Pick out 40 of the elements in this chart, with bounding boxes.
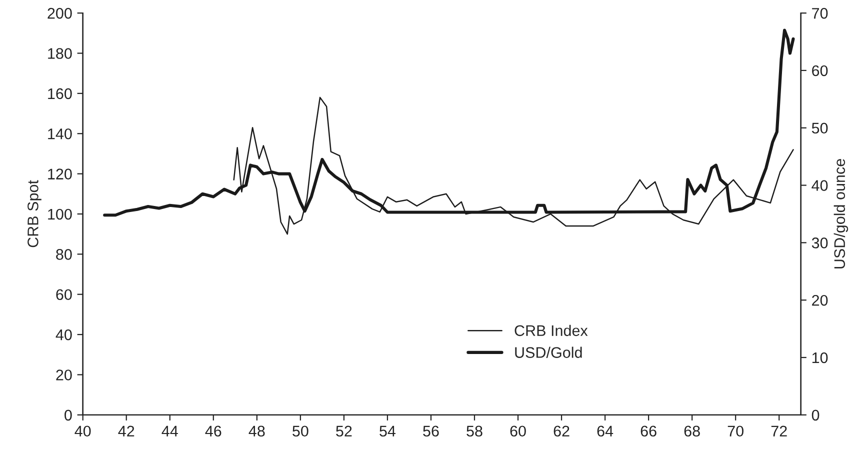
y2-tick-label: 70 — [812, 8, 828, 19]
x-tick-label: 54 — [380, 426, 396, 437]
y-tick-label: 80 — [56, 249, 72, 260]
x-tick-label: 66 — [640, 426, 656, 437]
y2-tick-label: 10 — [812, 352, 828, 364]
y-tick-label: 40 — [56, 329, 72, 340]
x-tick-label: 48 — [248, 426, 265, 437]
x-tick-label: 72 — [771, 426, 787, 436]
y-tick-label: 180 — [48, 48, 72, 59]
y-tick-label: 20 — [56, 370, 72, 380]
y2-axis-title: USD/gold ounce — [834, 159, 848, 268]
x-tick-label: 42 — [118, 426, 134, 436]
legend-label: USD/Gold — [515, 346, 582, 358]
y2-tick-label: 60 — [812, 65, 828, 76]
x-tick-label: 62 — [554, 426, 570, 437]
x-tick-label: 56 — [423, 426, 439, 437]
x-tick-label: 44 — [162, 426, 178, 436]
y-axis-title: CRB Spot — [28, 180, 42, 248]
y-tick-label: 160 — [48, 88, 72, 100]
x-tick-label: 50 — [292, 426, 308, 437]
y-tick-label: 120 — [48, 168, 72, 180]
x-tick-label: 70 — [728, 426, 744, 437]
y2-tick-label: 20 — [812, 294, 828, 306]
x-tick-label: 46 — [205, 426, 222, 437]
y-tick-label: 0 — [64, 410, 72, 421]
x-tick-label: 58 — [466, 426, 482, 437]
y2-tick-label: 0 — [812, 410, 820, 421]
y-tick-label: 60 — [56, 289, 72, 300]
x-tick-label: 68 — [684, 426, 700, 437]
x-tick-label: 60 — [510, 426, 526, 437]
x-tick-label: 64 — [597, 426, 614, 437]
y-tick-label: 200 — [48, 8, 72, 19]
y2-tick-label: 50 — [812, 122, 828, 134]
legend-label: CRB Index — [514, 324, 588, 336]
y-tick-label: 140 — [48, 128, 72, 140]
y-tick-label: 100 — [48, 208, 72, 220]
y2-tick-label: 30 — [812, 238, 828, 248]
y2-tick-label: 40 — [812, 180, 828, 191]
x-tick-label: 40 — [74, 426, 91, 437]
x-tick-label: 52 — [336, 426, 352, 437]
